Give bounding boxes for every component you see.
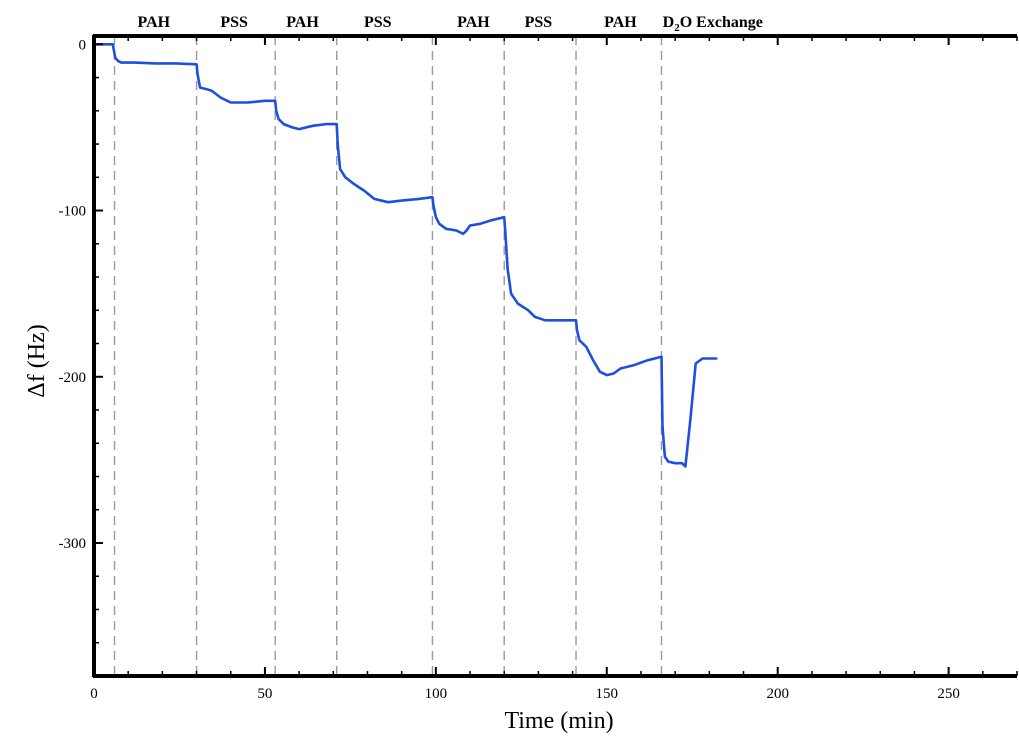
phase-label: PAH xyxy=(286,14,319,31)
phase-label: D2O Exchange xyxy=(663,14,763,34)
y-tick-label: -300 xyxy=(59,536,87,552)
y-tick-label: -200 xyxy=(59,370,87,386)
phase-dividers xyxy=(113,36,663,676)
x-ticks: 0 50 100 150 200 250 xyxy=(90,36,1018,702)
x-tick-label: 100 xyxy=(425,686,448,702)
phase-label: PAH xyxy=(138,14,171,31)
x-axis-title: Time (min) xyxy=(504,708,613,734)
data-line-group xyxy=(92,42,718,468)
y-ticks: 0 -100 -200 -300 xyxy=(59,37,103,677)
x-tick-label: 50 xyxy=(257,686,272,702)
y-tick-label: 0 xyxy=(79,37,87,53)
data-series-line xyxy=(92,42,718,468)
y-axis-title: Δf (Hz) xyxy=(24,324,50,397)
y-tick-label: -100 xyxy=(59,204,87,220)
x-tick-label: 250 xyxy=(937,686,960,702)
plot-frame xyxy=(92,34,1017,678)
phase-labels: PAH PSS PAH PSS PAH PSS PAH D2O Exchange xyxy=(138,14,763,34)
phase-label: PAH xyxy=(457,14,490,31)
x-tick-label: 150 xyxy=(596,686,619,702)
x-tick-label: 200 xyxy=(766,686,789,702)
x-tick-label: 0 xyxy=(90,686,98,702)
phase-label: PAH xyxy=(604,14,637,31)
phase-label: PSS xyxy=(525,14,553,31)
phase-label: PSS xyxy=(220,14,248,31)
phase-label: PSS xyxy=(364,14,392,31)
